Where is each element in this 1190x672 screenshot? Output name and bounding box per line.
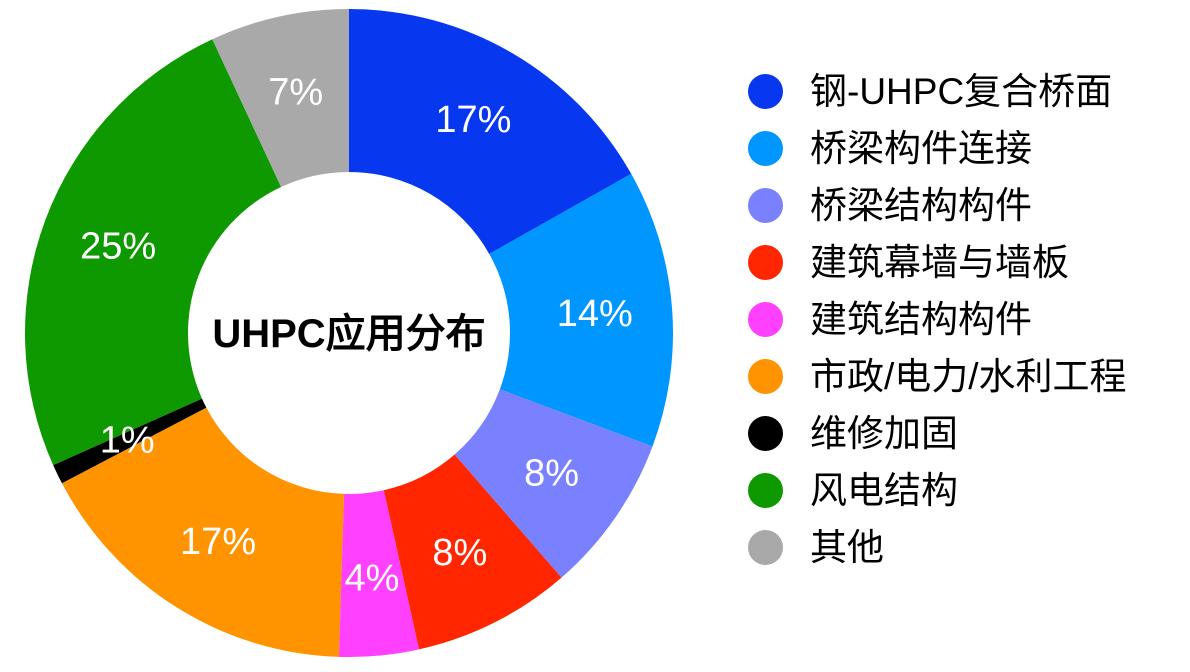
legend: 钢-UHPC复合桥面 桥梁构件连接 桥梁结构构件 建筑幕墙与墙板 建筑结构构件市政/电力…: [748, 71, 1127, 587]
legend-item: 维修加固: [748, 413, 1127, 454]
slice-value-label: 14%: [557, 293, 633, 335]
legend-swatch-icon: [748, 359, 783, 394]
pie-slice: [25, 39, 282, 466]
legend-label: 风电结构: [810, 470, 958, 511]
legend-label: 建筑结构构件: [810, 299, 1032, 340]
legend-item: 市政/电力/水利工程: [748, 356, 1127, 397]
legend-item: 桥梁结构构件: [748, 185, 1127, 226]
legend-label: 钢-UHPC复合桥面: [810, 71, 1113, 112]
slice-value-label: 1%: [100, 419, 155, 461]
legend-swatch-icon: [748, 473, 783, 508]
legend-swatch-icon: [748, 530, 783, 565]
legend-swatch-icon: [748, 131, 783, 166]
donut-slices: [25, 9, 673, 657]
pie-slice: [212, 9, 349, 188]
legend-swatch-icon: [748, 245, 783, 280]
legend-label: 市政/电力/水利工程: [810, 356, 1127, 397]
legend-label: 建筑幕墙与墙板: [810, 242, 1069, 283]
slice-value-label: 4%: [345, 557, 400, 599]
pie-slice: [489, 173, 673, 447]
legend-item: 其他: [748, 527, 1127, 568]
slice-value-label: 17%: [435, 99, 511, 141]
slice-labels: 17% 14% 8% 8% 4% 17% 1% 25% 7%: [80, 71, 633, 599]
pie-slice: [349, 9, 632, 254]
legend-swatch-icon: [748, 302, 783, 337]
slice-value-label: 25%: [80, 226, 156, 268]
legend-swatch-icon: [748, 416, 783, 451]
slice-value-label: 8%: [432, 532, 487, 574]
legend-swatch-icon: [748, 74, 783, 109]
pie-slice: [53, 398, 207, 484]
legend-swatch-icon: [748, 188, 783, 223]
legend-item: 桥梁构件连接: [748, 128, 1127, 169]
slice-value-label: 17%: [180, 521, 256, 563]
legend-item: 建筑幕墙与墙板: [748, 242, 1127, 283]
legend-label: 维修加固: [810, 413, 958, 454]
slice-value-label: 8%: [524, 453, 579, 495]
legend-label: 其他: [810, 527, 884, 568]
pie-slice: [454, 389, 653, 578]
pie-slice: [383, 454, 562, 650]
legend-item: 建筑结构构件: [748, 299, 1127, 340]
chart-center-title: UHPC应用分布: [212, 312, 485, 356]
legend-item: 钢-UHPC复合桥面: [748, 71, 1127, 112]
legend-label: 桥梁构件连接: [810, 128, 1032, 169]
pie-slice: [338, 490, 419, 657]
slice-value-label: 7%: [268, 71, 323, 113]
legend-item: 风电结构: [748, 470, 1127, 511]
pie-slice: [61, 407, 344, 657]
legend-label: 桥梁结构构件: [810, 185, 1032, 226]
